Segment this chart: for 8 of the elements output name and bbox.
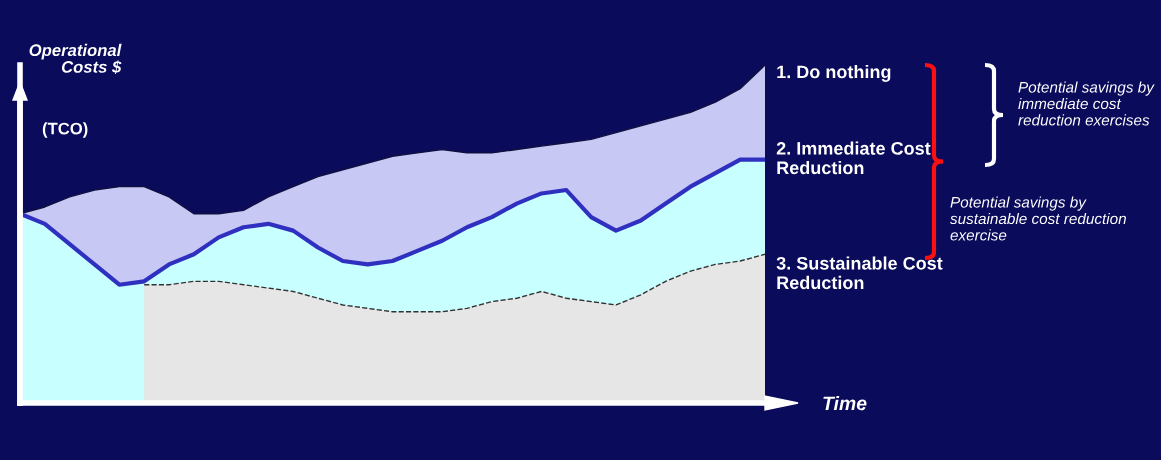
y-axis-title: Operational Costs $ (29, 43, 122, 74)
annotation: (TCO) (42, 122, 88, 138)
series-label: 3. Sustainable Cost Reduction (776, 256, 943, 290)
text: Potential savings by sustainable cost reduction exercise (950, 196, 1126, 241)
series-label: 1. Do nothing (777, 65, 891, 82)
series-label: 2. Immediate Cost Reduction (776, 141, 931, 175)
x-axis-title: Time (823, 395, 867, 411)
text: Potential savings by immediate cost reduction exercises (1018, 81, 1155, 126)
